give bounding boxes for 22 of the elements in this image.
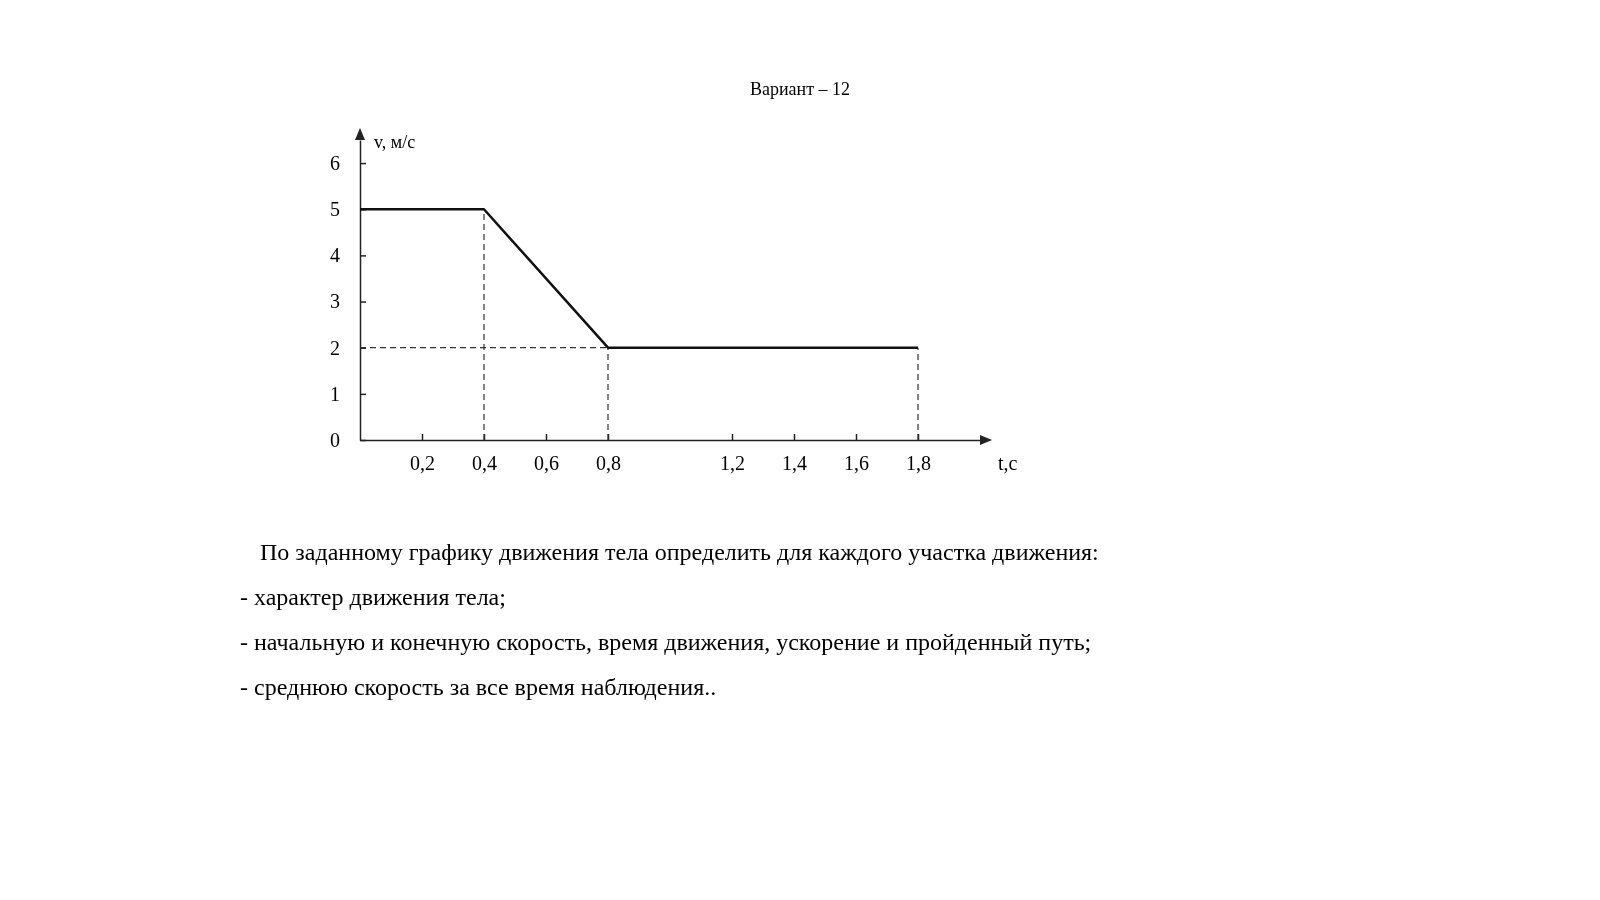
y-tick-label: 4 [330, 244, 340, 267]
y-axis-title: v, м/с [374, 132, 416, 152]
x-tick-label: 1,4 [782, 452, 807, 475]
x-tick-label: 1,2 [720, 452, 745, 475]
x-tick-label: 1,8 [906, 452, 931, 475]
y-tick-label: 1 [330, 382, 340, 405]
x-tick-label: 0,4 [472, 452, 497, 475]
x-tick-label: 1,6 [844, 452, 869, 475]
x-axis-title: t,c [998, 452, 1018, 474]
y-tick-label: 5 [330, 198, 340, 221]
y-tick-label: 2 [330, 336, 340, 359]
text: По заданному графику движения тела определить для каждого участка движения: [260, 539, 1099, 565]
chart-title: Вариант – 12 [749, 79, 851, 99]
y-tick-label: 0 [330, 428, 340, 451]
text: - среднюю скорость за все время наблюдения.. [240, 674, 717, 700]
x-tick-label: 0,2 [410, 452, 435, 475]
text: - начальную и конечную скорость, время движения, ускорение и пройденный путь; [240, 629, 1092, 655]
x-tick-label: 0,6 [534, 452, 559, 475]
x-tick-label: 0,8 [596, 452, 621, 475]
y-tick-label: 6 [330, 151, 340, 174]
y-tick-label: 3 [330, 290, 340, 313]
text: - характер движения тела; [240, 584, 506, 610]
